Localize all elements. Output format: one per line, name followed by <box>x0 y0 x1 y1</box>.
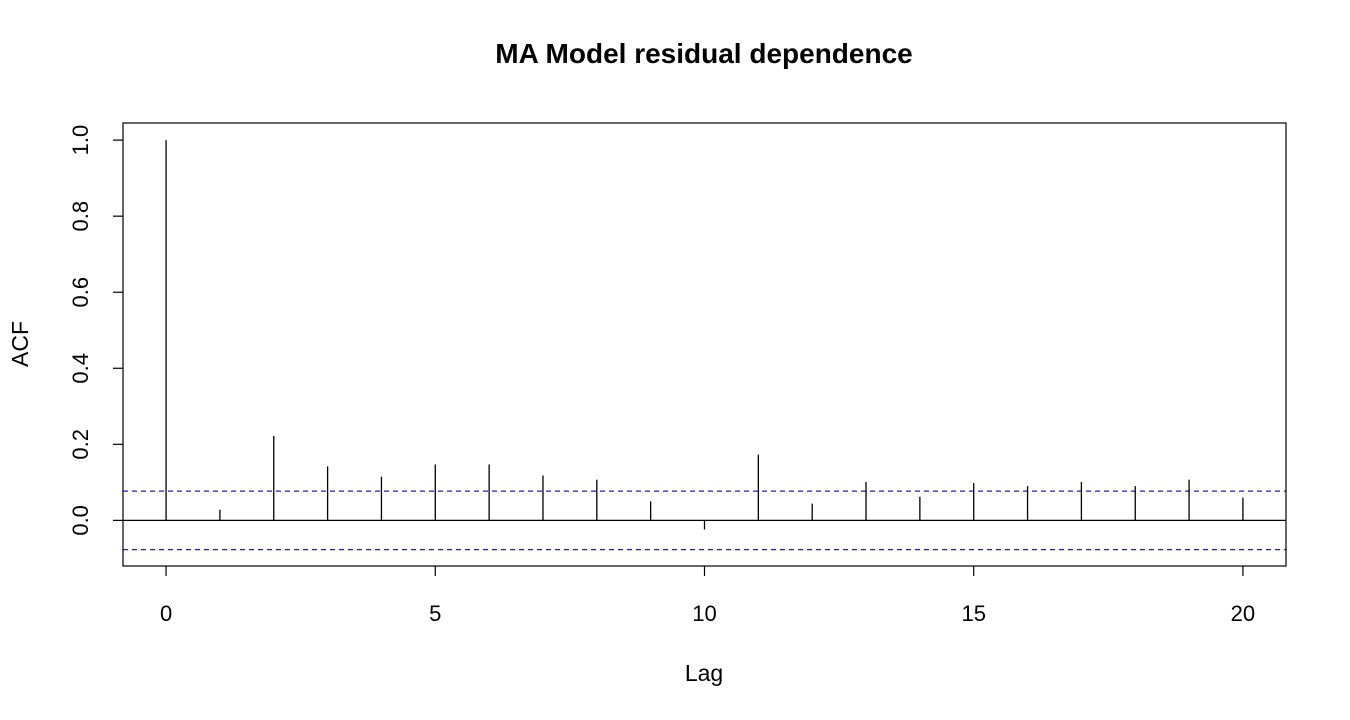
x-tick-label: 20 <box>1231 601 1255 626</box>
y-tick-label: 0.4 <box>68 353 93 384</box>
y-tick-label: 0.2 <box>68 429 93 460</box>
y-tick-label: 0.8 <box>68 201 93 232</box>
x-tick-label: 15 <box>961 601 985 626</box>
x-axis-label: Lag <box>685 660 723 686</box>
y-tick-label: 1.0 <box>68 125 93 156</box>
chart-title: MA Model residual dependence <box>495 38 912 69</box>
y-tick-label: 0.6 <box>68 277 93 308</box>
x-tick-label: 10 <box>692 601 716 626</box>
x-tick-label: 5 <box>429 601 441 626</box>
plot-area <box>123 140 1286 551</box>
y-tick-label: 0.0 <box>68 505 93 536</box>
y-axis-label: ACF <box>7 321 33 367</box>
plot-frame <box>122 122 1287 567</box>
axes: 0 5 10 15 20 0.0 0.2 0.4 0.6 0.8 1.0 <box>68 122 1287 626</box>
x-tick-label: 0 <box>160 601 172 626</box>
